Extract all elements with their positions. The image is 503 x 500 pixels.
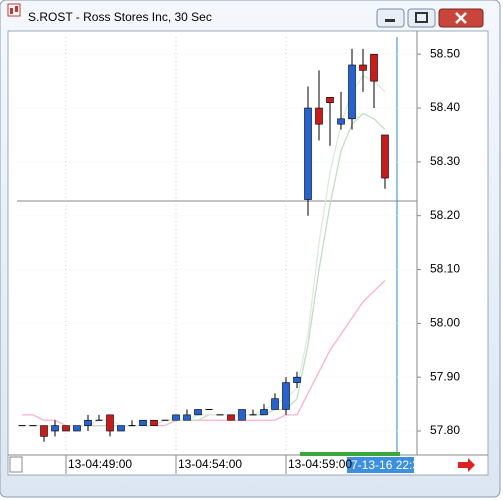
minimize-icon bbox=[385, 19, 395, 22]
app-icon bbox=[7, 3, 21, 17]
maximize-button[interactable] bbox=[407, 8, 436, 28]
app-icon-bar bbox=[10, 8, 13, 14]
maximize-icon bbox=[415, 12, 428, 23]
minimize-button[interactable] bbox=[376, 8, 405, 28]
candle-body bbox=[370, 53, 378, 82]
x-tick-label: 13-04:59:00 bbox=[288, 457, 352, 471]
crosshair-label: 7-13-16 22:34:00 bbox=[351, 458, 443, 472]
candle-body bbox=[62, 425, 70, 432]
crosshair-label-box bbox=[347, 457, 414, 473]
candle-body bbox=[51, 425, 59, 432]
x-tick-label: 13-04:54:00 bbox=[178, 457, 242, 471]
candle-body bbox=[381, 134, 389, 179]
chart-panel bbox=[7, 30, 489, 476]
moving-average-line bbox=[22, 74, 386, 427]
app-icon-bar bbox=[15, 6, 18, 12]
candle-body bbox=[337, 118, 345, 125]
y-tick-label: 58.50 bbox=[430, 46, 460, 60]
window-title: S.ROST - Ross Stores Inc, 30 Sec bbox=[28, 10, 212, 24]
y-tick-label: 58.10 bbox=[430, 262, 460, 276]
candle-body bbox=[150, 419, 158, 426]
candle-body bbox=[238, 409, 246, 421]
close-icon bbox=[455, 12, 467, 24]
y-tick-label: 58.40 bbox=[430, 100, 460, 114]
candle-body bbox=[139, 419, 147, 426]
candle-body bbox=[117, 425, 125, 432]
candle-body bbox=[282, 382, 290, 410]
candle-body bbox=[84, 419, 92, 426]
y-tick-label: 58.30 bbox=[430, 154, 460, 168]
candle-body bbox=[326, 96, 334, 103]
y-tick-label: 58.00 bbox=[430, 316, 460, 330]
candle-body bbox=[29, 425, 37, 427]
candle-body bbox=[205, 408, 213, 410]
candle-body bbox=[73, 425, 81, 432]
candle-body bbox=[315, 107, 323, 125]
scroll-arrow[interactable] bbox=[458, 458, 475, 472]
y-tick-label: 57.80 bbox=[430, 423, 460, 437]
candle-body bbox=[106, 414, 114, 432]
y-tick-label: 58.20 bbox=[430, 208, 460, 222]
candle-body bbox=[260, 409, 268, 416]
y-tick-label: 57.90 bbox=[430, 369, 460, 383]
x-tick-label: 13-04:49:00 bbox=[68, 457, 132, 471]
candle-body bbox=[249, 414, 257, 416]
candle-body bbox=[172, 414, 180, 421]
candle-body bbox=[304, 107, 312, 200]
candle-body bbox=[95, 419, 103, 421]
candle-body bbox=[227, 414, 235, 421]
candle-body bbox=[40, 425, 48, 437]
session-bar bbox=[300, 452, 400, 456]
candle-body bbox=[216, 414, 224, 416]
candle-body bbox=[161, 419, 169, 421]
candle-body bbox=[348, 64, 356, 120]
candle-body bbox=[359, 64, 367, 71]
candle-body bbox=[18, 425, 26, 427]
candle-body bbox=[271, 398, 279, 410]
candle-body bbox=[183, 414, 191, 421]
scroll-box[interactable] bbox=[9, 456, 23, 473]
candle-body bbox=[194, 409, 202, 416]
candle-body bbox=[293, 376, 301, 383]
candle-body bbox=[128, 425, 136, 427]
